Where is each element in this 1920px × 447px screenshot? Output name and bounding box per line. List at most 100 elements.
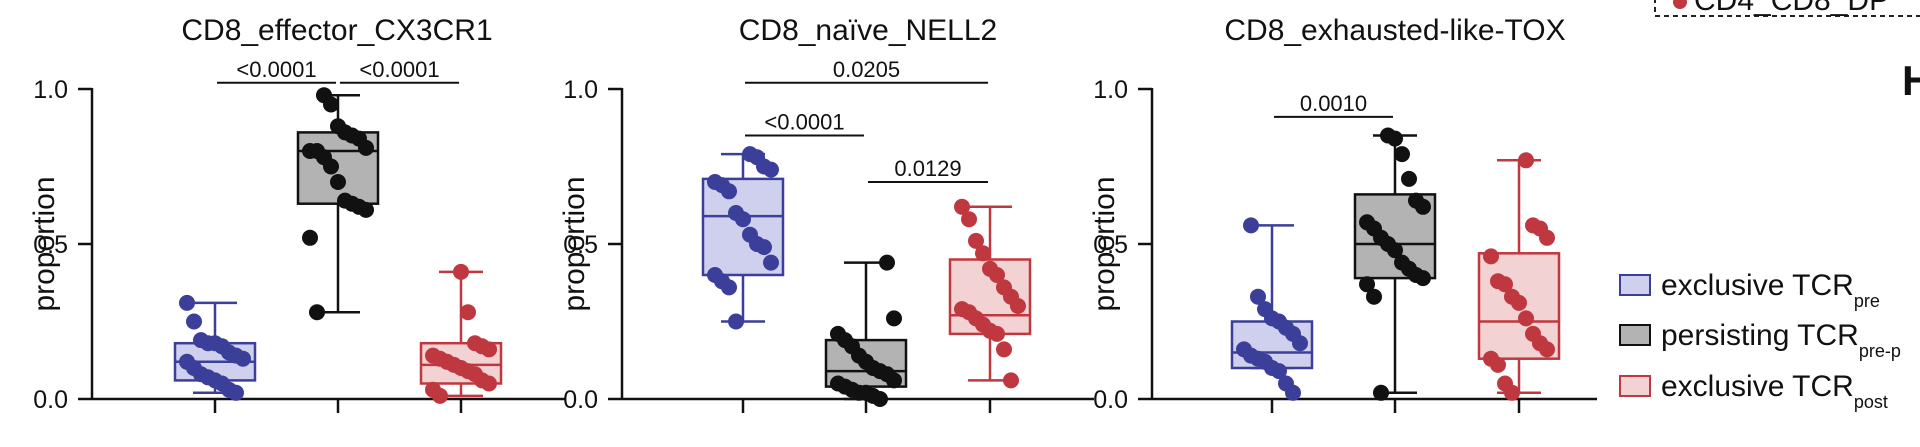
box-group-1 — [1230, 217, 1314, 401]
data-point — [728, 313, 744, 330]
panel-letter: H — [1902, 57, 1920, 104]
data-point — [1511, 294, 1527, 311]
box-group-2 — [824, 254, 908, 407]
data-point — [460, 304, 476, 321]
legend: exclusive TCRpre persisting TCRpre-p exclu… — [1619, 269, 1901, 412]
data-point — [763, 254, 779, 271]
data-point — [432, 387, 448, 404]
data-point — [481, 341, 497, 358]
top-legend-box: CD4_CD8_DP — [1654, 0, 1920, 17]
p-value-label: 0.0129 — [894, 156, 961, 181]
data-point — [1250, 288, 1266, 305]
chart-title: CD8_effector_CX3CR1 — [181, 14, 492, 47]
data-point — [721, 183, 737, 200]
y-tick-label: 0.0 — [563, 386, 598, 414]
box-group-3 — [1477, 152, 1561, 401]
box-group-2 — [296, 87, 380, 321]
y-tick-label: 1.0 — [33, 76, 68, 104]
data-point — [961, 211, 977, 228]
data-point — [735, 211, 751, 228]
data-point — [1387, 130, 1403, 147]
data-point — [453, 263, 469, 280]
data-point — [1483, 248, 1499, 265]
data-point — [1271, 363, 1287, 380]
data-point — [886, 372, 902, 389]
data-point — [330, 174, 346, 190]
significance-bracket: <0.0001 — [745, 110, 864, 137]
legend-swatch — [1619, 274, 1651, 296]
data-point — [1415, 198, 1431, 215]
box-group-1 — [701, 146, 785, 330]
significance-bracket: 0.0129 — [868, 156, 988, 183]
data-point — [872, 391, 888, 407]
data-point — [1285, 384, 1301, 401]
data-point — [1539, 341, 1555, 358]
box-group-3 — [948, 198, 1032, 389]
data-point — [989, 325, 1005, 342]
y-axis-label: proportion — [28, 176, 61, 311]
data-point — [968, 232, 984, 249]
data-point — [989, 267, 1005, 283]
data-point — [1504, 384, 1520, 401]
p-value-label: <0.0001 — [359, 57, 439, 82]
data-point — [1401, 170, 1417, 187]
data-point — [179, 294, 195, 311]
data-point — [1359, 276, 1375, 293]
data-point — [1366, 288, 1382, 305]
data-point — [1394, 146, 1410, 163]
chart-panel-2: CD8_naïve_NELL2 proportion 0.0 0.5 1.0 0.0205… — [558, 14, 1094, 414]
data-point — [1518, 152, 1534, 169]
legend-label-text: persisting TCR — [1661, 319, 1859, 352]
data-point — [1490, 356, 1506, 373]
legend-item-2: persisting TCRpre-p — [1619, 319, 1901, 361]
data-point — [1373, 384, 1389, 401]
data-point — [886, 310, 902, 327]
data-point — [1497, 276, 1513, 293]
data-point — [1010, 298, 1026, 314]
data-point — [186, 313, 202, 330]
y-axis-label: proportion — [558, 176, 591, 311]
legend-label-text: exclusive TCR — [1661, 269, 1854, 302]
data-point — [721, 279, 737, 296]
significance-bracket: 0.0010 — [1274, 91, 1393, 118]
data-point — [954, 198, 970, 215]
y-tick-label: 0.5 — [33, 231, 68, 259]
data-point — [1003, 372, 1019, 389]
data-point — [323, 96, 339, 113]
data-point — [228, 384, 244, 401]
legend-label: exclusive TCRpost — [1661, 370, 1888, 412]
legend-label: exclusive TCRpre — [1661, 269, 1880, 311]
chart-title: CD8_naïve_NELL2 — [739, 14, 998, 47]
p-value-label: <0.0001 — [764, 110, 844, 135]
chart-panel-3: CD8_exhausted-like-TOX proportion 0.0 0.5 1.… — [1088, 14, 1597, 414]
chart-panel-1: CD8_effector_CX3CR1 proportion 0.0 0.5 1.0 <0… — [28, 14, 565, 414]
y-tick-label: 0.0 — [33, 386, 68, 414]
data-point — [763, 161, 779, 178]
box-group-2 — [1353, 127, 1437, 401]
data-point — [481, 375, 497, 392]
data-point — [1387, 242, 1403, 259]
legend-label-subscript: post — [1854, 392, 1888, 412]
legend-item-1: exclusive TCRpre — [1619, 269, 1880, 311]
chart-title: CD8_exhausted-like-TOX — [1224, 14, 1565, 47]
data-point — [1243, 217, 1259, 234]
legend-swatch — [1619, 375, 1651, 397]
p-value-label: <0.0001 — [236, 57, 316, 82]
data-point — [975, 245, 991, 262]
data-point — [358, 139, 374, 156]
legend-label: persisting TCRpre-p — [1661, 319, 1901, 361]
data-point — [1415, 270, 1431, 287]
significance-bracket: 0.0205 — [745, 57, 988, 84]
p-value-label: 0.0205 — [833, 57, 900, 82]
p-value-label: 0.0010 — [1300, 91, 1367, 116]
y-tick-label: 0.5 — [1093, 231, 1128, 259]
box-group-1 — [173, 294, 257, 401]
data-point — [1292, 335, 1308, 352]
significance-bracket: <0.0001 — [340, 57, 459, 84]
data-point — [996, 341, 1012, 358]
data-point — [879, 254, 895, 271]
data-point — [309, 304, 325, 321]
y-tick-label: 0.5 — [563, 231, 598, 259]
data-point — [358, 201, 374, 218]
